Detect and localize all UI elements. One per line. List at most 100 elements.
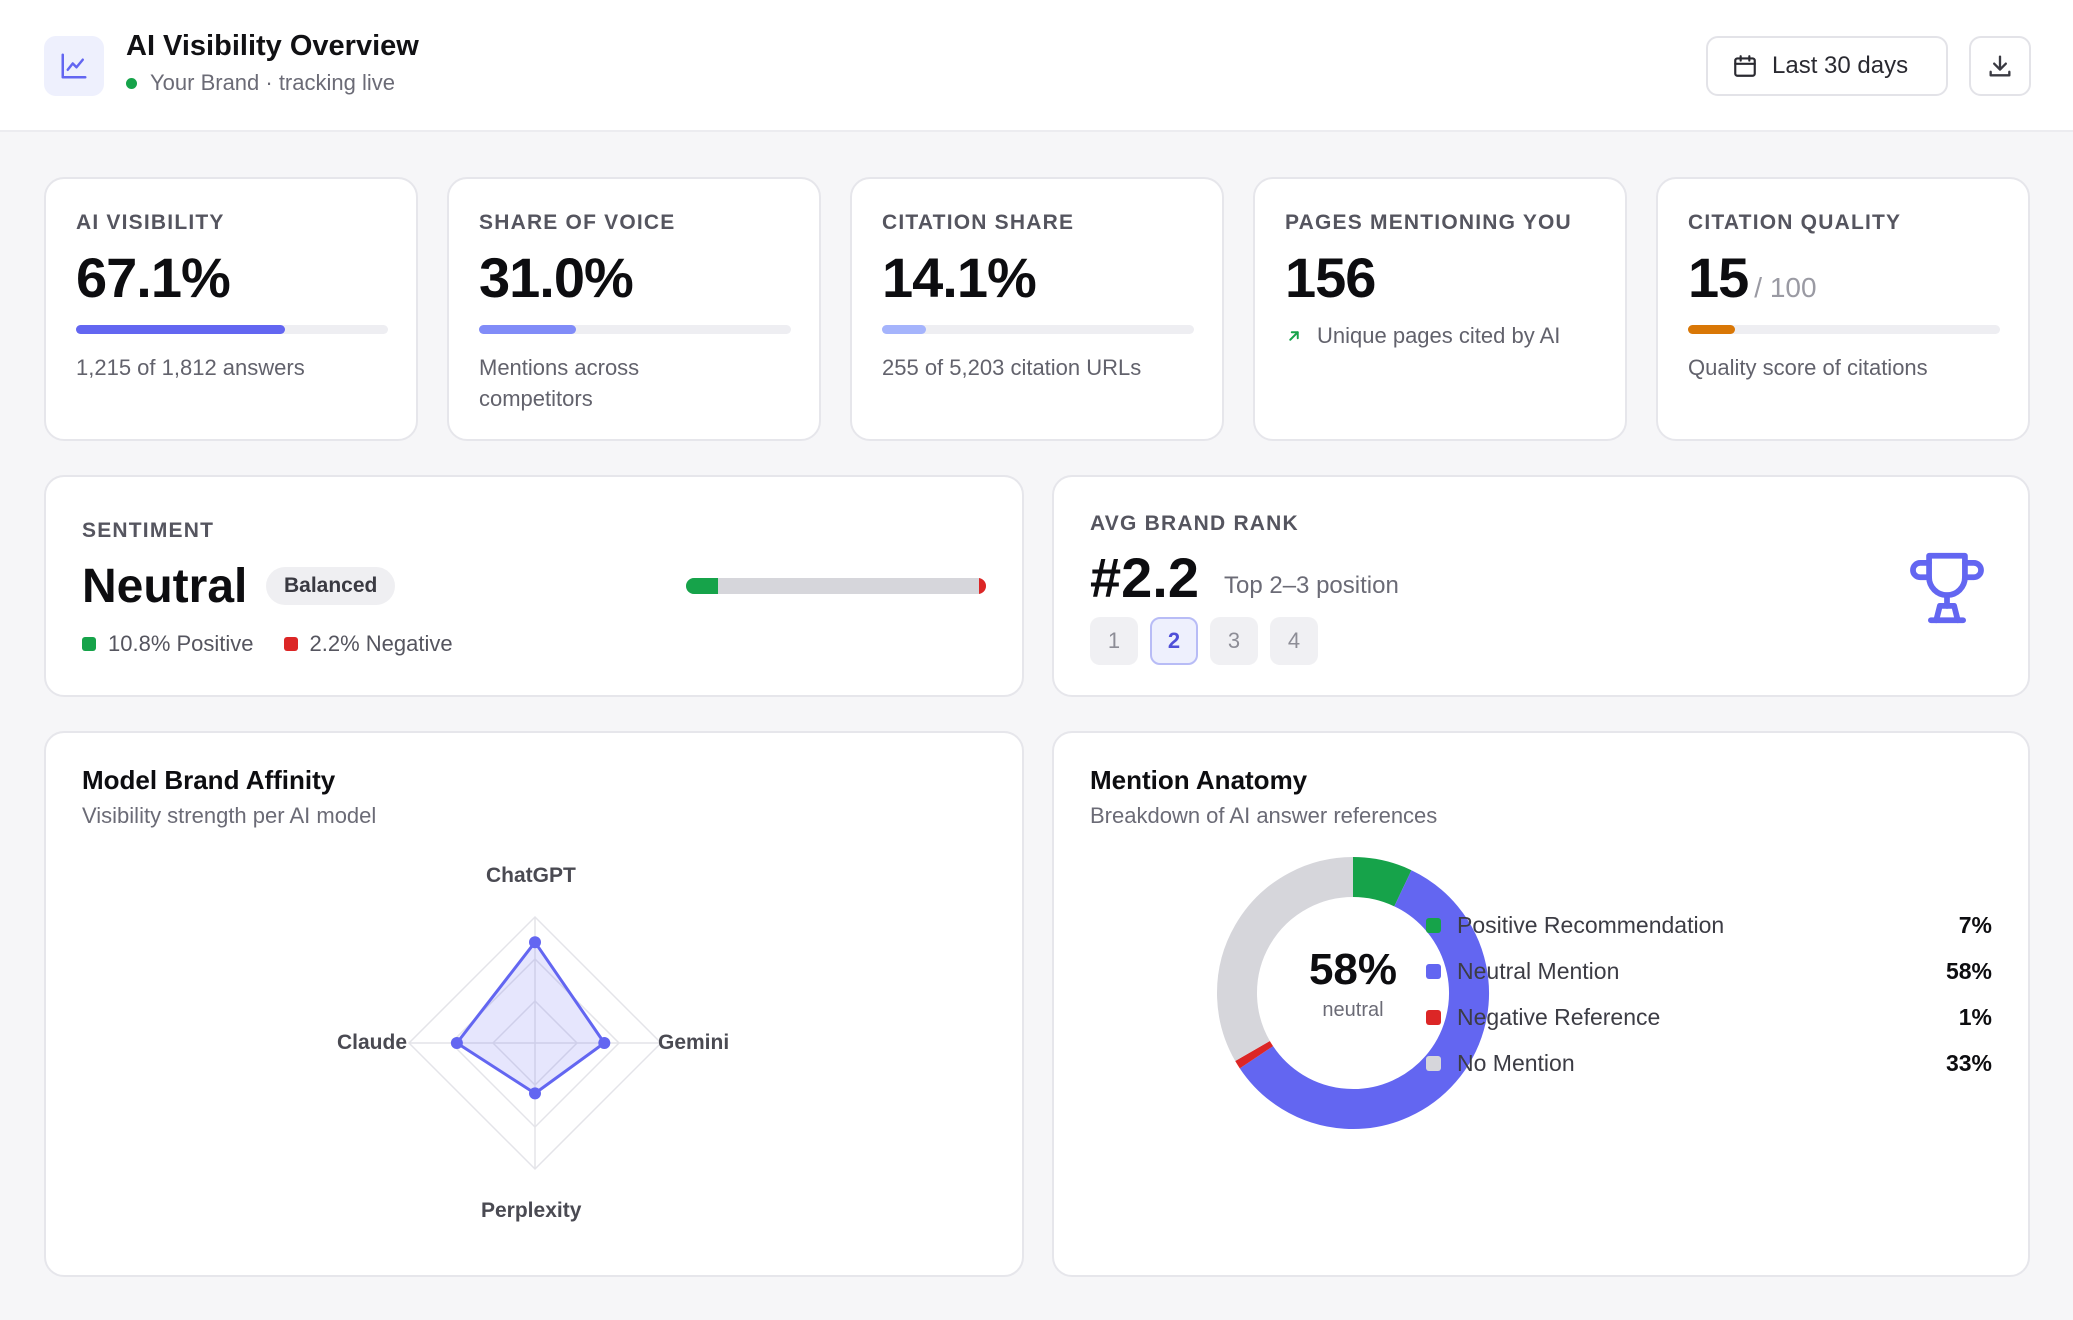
negative-text: 2.2% Negative [309, 631, 453, 656]
kpi-card-ai-visibility: AI VISIBILITY 67.1% 1,215 of 1,812 answe… [44, 177, 418, 441]
rank-chip-3[interactable]: 3 [1210, 617, 1258, 665]
donut-slice-negative-reference [1235, 1040, 1274, 1069]
progress-track [882, 325, 1194, 334]
download-icon [1989, 55, 2011, 77]
kpi-note: Quality score of citations [1688, 355, 1928, 380]
legend-label: Neutral Mention [1457, 957, 1620, 984]
sentiment-label: SENTIMENT [82, 519, 215, 542]
calendar-icon [1734, 55, 1756, 77]
anatomy-subtitle: Breakdown of AI answer references [1090, 803, 1438, 828]
donut-slice-positive-recommendation [1352, 857, 1412, 907]
live-status-dot [126, 77, 137, 89]
progress-track [1688, 325, 2000, 334]
sentiment-card: SENTIMENT Neutral Balanced 10.8% Positiv… [44, 475, 1024, 697]
date-range-label: Last 30 days [1772, 52, 1909, 79]
sentiment-badge: Balanced [266, 567, 396, 605]
radar-label-perplexity: Perplexity [481, 1199, 582, 1222]
kpi-card-citation-quality: CITATION QUALITY 15/ 100 Quality score o… [1656, 177, 2030, 441]
subtitle-text: Your Brand · tracking live [150, 70, 395, 95]
legend-label: Positive Recommendation [1457, 911, 1725, 938]
radar-label-claude: Claude [337, 1031, 408, 1054]
legend-pct: 33% [1945, 1049, 1992, 1076]
negative-swatch [283, 637, 298, 651]
positive-swatch [82, 637, 96, 651]
kpi-card-citation-share: CITATION SHARE 14.1% 255 of 5,203 citati… [850, 177, 1224, 441]
legend-item: No Mention 33% [1426, 1048, 1992, 1078]
page-title: AI Visibility Overview [126, 30, 419, 62]
progress-fill [1688, 325, 1735, 334]
legend-swatch [1426, 917, 1441, 933]
legend-item: Positive Recommendation 7% [1426, 910, 1992, 940]
page-subtitle: Your Brand · tracking live [126, 70, 395, 96]
kpi-label: SHARE OF VOICE [479, 211, 676, 234]
mention-anatomy-card: Mention Anatomy Breakdown of AI answer r… [1052, 731, 2030, 1277]
legend-label: No Mention [1457, 1049, 1575, 1076]
kpi-label: PAGES MENTIONING YOU [1285, 211, 1572, 234]
sentiment-bar [686, 578, 986, 594]
kpi-note: Mentions across competitors [479, 355, 640, 411]
kpi-value: 14.1% [882, 246, 1037, 309]
kpi-value: 156 [1285, 246, 1376, 309]
arrow-up-right-icon [1289, 331, 1299, 341]
model-affinity-card: Model Brand Affinity Visibility strength… [44, 731, 1024, 1277]
legend-item: Neutral Mention 58% [1426, 956, 1992, 986]
progress-fill [882, 325, 926, 334]
radar-point-perplexity [529, 1087, 541, 1100]
affinity-title: Model Brand Affinity [82, 765, 336, 795]
radar-label-gemini: Gemini [658, 1031, 730, 1054]
radar-point-chatgpt [529, 936, 541, 949]
radar-point-gemini [598, 1037, 611, 1049]
rank-chip-4[interactable]: 4 [1270, 617, 1318, 665]
donut-center-label: neutral [1322, 999, 1384, 1021]
kpi-value-number: 15 [1688, 246, 1749, 309]
kpi-note: 1,215 of 1,812 answers [76, 355, 305, 380]
legend-swatch [1426, 963, 1441, 979]
kpi-label: CITATION SHARE [882, 211, 1075, 234]
positive-text: 10.8% Positive [108, 631, 254, 656]
rank-chip-2[interactable]: 2 [1150, 617, 1198, 665]
kpi-note: Unique pages cited by AI [1285, 323, 1560, 349]
trophy-icon [1910, 552, 1984, 624]
download-button[interactable] [1969, 36, 2031, 96]
kpi-label: AI VISIBILITY [76, 211, 225, 234]
kpi-value: 15/ 100 [1688, 245, 1817, 310]
rank-value: #2.2 [1090, 546, 1199, 609]
sentiment-value: Neutral [82, 560, 248, 613]
sentiment-legend: 10.8% Positive 2.2% Negative [82, 631, 453, 657]
progress-track [76, 325, 388, 334]
rank-label: AVG BRAND RANK [1090, 512, 1299, 535]
legend-pct: 7% [1958, 911, 1992, 938]
progress-fill [76, 325, 286, 334]
donut-center-value: 58% [1308, 945, 1398, 994]
progress-fill [479, 325, 576, 334]
legend-swatch [1426, 1009, 1441, 1025]
rank-chip-1[interactable]: 1 [1090, 617, 1138, 665]
date-range-button[interactable]: Last 30 days [1706, 36, 1948, 96]
affinity-subtitle: Visibility strength per AI model [82, 803, 377, 828]
legend-label: Negative Reference [1457, 1003, 1661, 1030]
legend-swatch [1426, 1055, 1441, 1071]
legend-item: Negative Reference 1% [1426, 1002, 1992, 1032]
legend-pct: 58% [1945, 957, 1992, 984]
anatomy-title: Mention Anatomy [1090, 765, 1308, 795]
line-chart-icon [44, 36, 104, 96]
legend-pct: 1% [1958, 1003, 1992, 1030]
brand-rank-card: AVG BRAND RANK #2.2 Top 2–3 position 1 2… [1052, 475, 2030, 697]
header: AI Visibility Overview Your Brand · trac… [0, 0, 2073, 132]
radar-label-chatgpt: ChatGPT [486, 864, 576, 887]
rank-note: Top 2–3 position [1224, 572, 1399, 599]
kpi-value-suffix: / 100 [1754, 272, 1817, 303]
radar-chart [407, 915, 663, 1171]
donut-slice-no-mention [1217, 857, 1354, 1061]
kpi-note-text: Unique pages cited by AI [1317, 323, 1561, 348]
sentiment-bar-negative [979, 578, 986, 594]
kpi-value: 67.1% [76, 246, 231, 309]
kpi-label: CITATION QUALITY [1688, 211, 1902, 234]
kpi-card-share-of-voice: SHARE OF VOICE 31.0% Mentions across com… [447, 177, 821, 441]
kpi-value: 31.0% [479, 246, 634, 309]
kpi-note: 255 of 5,203 citation URLs [882, 355, 1142, 380]
kpi-card-pages-mentioning: PAGES MENTIONING YOU 156 Unique pages ci… [1253, 177, 1627, 441]
progress-track [479, 325, 791, 334]
sentiment-bar-positive [686, 578, 719, 594]
